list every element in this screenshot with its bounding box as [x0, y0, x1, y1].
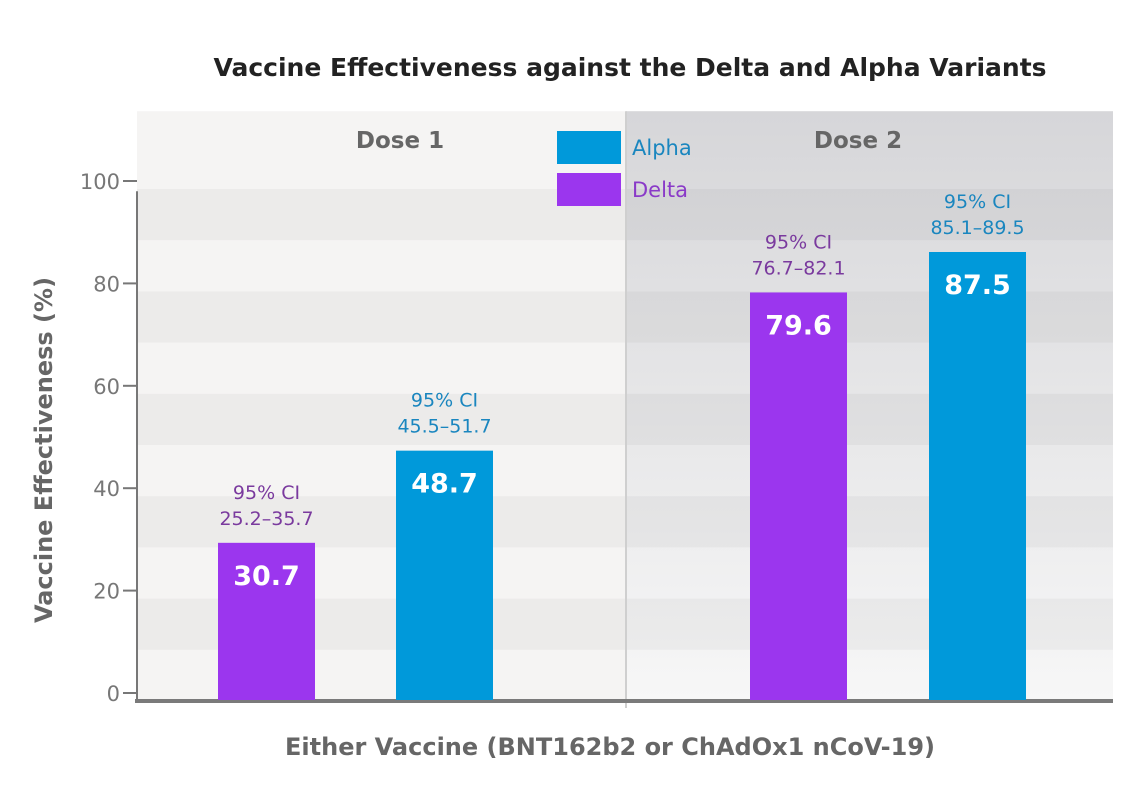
y-tick-label: 0 — [107, 682, 120, 706]
bar-value-label: 87.5 — [944, 270, 1011, 301]
panel-dose-2 — [626, 111, 1113, 700]
y-tick-label: 20 — [93, 580, 120, 604]
group-label: Dose 2 — [814, 128, 902, 154]
ci-range: 45.5–51.7 — [397, 416, 491, 438]
bar-alpha — [396, 450, 493, 700]
ci-range: 76.7–82.1 — [751, 257, 845, 279]
bar-delta — [750, 292, 847, 700]
ci-title: 95% CI — [411, 390, 478, 412]
y-tick-label: 80 — [93, 272, 120, 296]
x-axis-label: Either Vaccine (BNT162b2 or ChAdOx1 nCoV… — [285, 733, 935, 761]
chart-title: Vaccine Effectiveness against the Delta … — [213, 53, 1046, 82]
y-tick-label: 40 — [93, 477, 120, 501]
bar-value-label: 30.7 — [233, 561, 300, 592]
ci-range: 25.2–35.7 — [219, 508, 313, 530]
y-axis-label: Vaccine Effectiveness (%) — [30, 277, 58, 623]
ci-title: 95% CI — [944, 191, 1011, 213]
ci-title: 95% CI — [765, 231, 832, 253]
legend-label: Alpha — [632, 136, 692, 160]
legend-swatch-alpha — [557, 131, 621, 164]
ci-title: 95% CI — [233, 482, 300, 504]
ci-range: 85.1–89.5 — [930, 217, 1024, 239]
legend-swatch-delta — [557, 173, 621, 206]
bar-alpha — [929, 252, 1026, 700]
bar-value-label: 48.7 — [411, 469, 478, 500]
legend-label: Delta — [632, 178, 688, 202]
bar-value-label: 79.6 — [765, 310, 832, 341]
y-tick-label: 60 — [93, 375, 120, 399]
group-label: Dose 1 — [356, 128, 444, 154]
legend: Alpha Delta — [557, 131, 692, 206]
bar-delta — [218, 542, 315, 700]
y-tick-label: 100 — [80, 170, 120, 194]
